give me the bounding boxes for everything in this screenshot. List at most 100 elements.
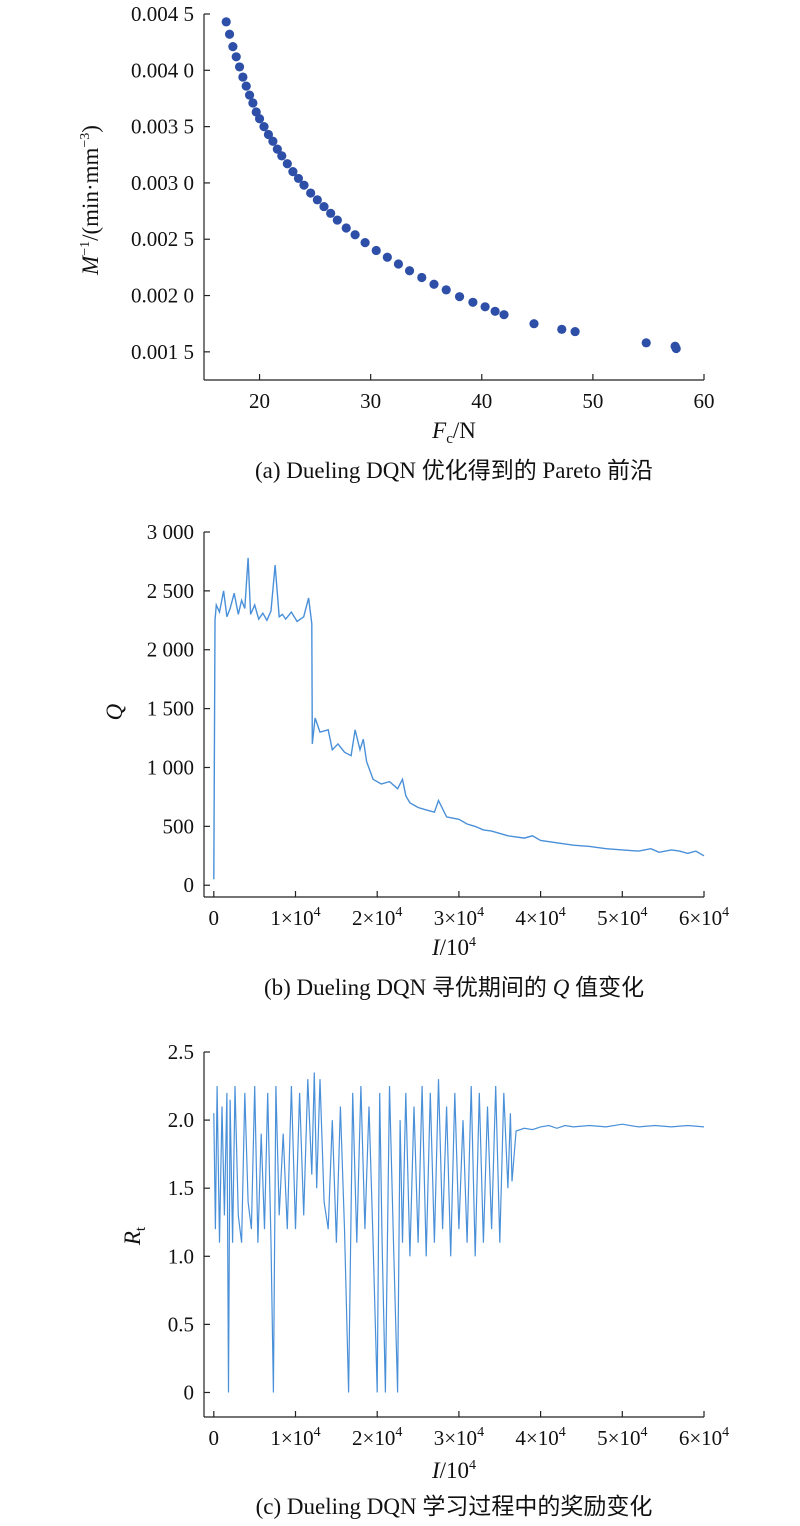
panel-b-series-line (213, 557, 705, 880)
panel-c-y-tick-label: 2.5 (168, 1040, 194, 1064)
panel-a-y-tick-label: 0.003 0 (131, 171, 194, 195)
panel-a-point (268, 136, 278, 146)
panel-a-point (529, 319, 539, 329)
panel-b-x-tick-label: 1×104 (270, 905, 320, 930)
panel-a-point (228, 42, 238, 52)
panel-b-y-tick-label: 2 000 (147, 638, 194, 662)
panel-a-point (293, 173, 304, 184)
panel-b-caption: (b) Dueling DQN 寻优期间的 Q 值变化 (264, 975, 644, 1000)
panel-b-y-tick-label: 0 (184, 873, 195, 897)
panel-a-point (224, 29, 235, 39)
panel-c-caption: (c) Dueling DQN 学习过程中的奖励变化 (256, 1494, 653, 1519)
panel-b-x-tick-label: 6×104 (679, 905, 729, 930)
panel-a-point (332, 215, 342, 225)
panel-a-x-ticks: 20 30 40 50 60 (249, 374, 715, 413)
panel-c-x-tick-label: 1×104 (270, 1425, 320, 1450)
panel-a-point (480, 302, 490, 312)
panel-c-x-tick-label: 4×104 (515, 1425, 565, 1450)
panel-a-point (241, 81, 251, 91)
panel-a-y-label: M−1/(min·mm−3) (78, 125, 103, 276)
panel-a-caption: (a) Dueling DQN 优化得到的 Pareto 前沿 (255, 458, 653, 483)
panel-a-y-tick-label: 0.003 5 (131, 115, 194, 139)
panel-a: 20 30 40 50 60 0.001 50.002 00.002 50.003 00… (78, 2, 715, 483)
panel-c-y-tick-label: 1.0 (168, 1244, 194, 1268)
panel-a-y-tick-label: 0.002 5 (131, 227, 194, 251)
panel-c-x-ticks: 0 1×104 2×104 3×104 4×104 5×104 6×104 (209, 1411, 729, 1450)
panel-a-point (341, 223, 351, 233)
panel-a-y-ticks: 0.001 5 0.002 0 0.002 5 0.003 0 0.003 5 0.004… (131, 2, 210, 364)
panel-a-points (221, 17, 681, 354)
panel-c-x-tick-label: 0 (209, 1426, 220, 1450)
panel-c-y-label: Rt (120, 1226, 149, 1246)
panel-a-point (306, 188, 316, 198)
panel-a-point (277, 151, 287, 161)
panel-b-y-label: Q (102, 703, 127, 720)
panel-b-x-label: I/104 (431, 935, 476, 960)
panel-b-x-tick-label: 4×104 (515, 905, 565, 930)
panel-a-point (490, 306, 500, 316)
panel-a-point (393, 259, 404, 269)
panel-a-point (221, 17, 231, 27)
panel-a-point (244, 90, 255, 100)
panel-a-point (417, 272, 427, 283)
panel-a-point (272, 144, 282, 154)
panel-a-point (263, 129, 274, 140)
panel-a-y-tick-label: 0.002 0 (131, 284, 194, 308)
panel-b-x-ticks: 0 1×104 2×104 3×104 4×104 5×104 6×104 (209, 891, 729, 930)
panel-b-y-tick-label: 1 500 (147, 697, 194, 721)
panel-c-x-tick-label: 3×104 (434, 1425, 484, 1450)
panel-a-point (299, 180, 309, 190)
panel-a-point (468, 297, 478, 307)
panel-a-point (231, 52, 241, 62)
panel-a-point (234, 62, 245, 72)
panel-b-y-tick-label: 2 500 (147, 579, 194, 603)
panel-a-x-tick-label: 30 (360, 389, 381, 413)
panel-a-point (454, 292, 465, 302)
panel-a-x-tick-label: 50 (582, 389, 603, 413)
panel-a-point (254, 114, 265, 124)
panel-a-point (641, 338, 651, 348)
panel-b-y-tick-label: 1 000 (147, 755, 194, 779)
panel-a-x-label: Fc/N (431, 418, 476, 447)
panel-c-y-tick-label: 0.5 (168, 1312, 194, 1336)
panel-a-point (259, 122, 269, 132)
panel-a-point (499, 310, 509, 320)
panel-a-point (282, 159, 292, 169)
panel-a-point (288, 167, 298, 177)
panel-a-x-tick-label: 60 (694, 389, 715, 413)
panel-a-point (404, 266, 415, 276)
panel-a-point (312, 195, 322, 205)
panel-c-x-label: I/104 (431, 1458, 476, 1483)
panel-a-point (326, 208, 336, 218)
panel-b-x-tick-label: 2×104 (352, 905, 402, 930)
panel-a-y-tick-label: 0.004 0 (131, 58, 194, 82)
panel-c-x-tick-label: 5×104 (597, 1425, 647, 1450)
panel-a-point (238, 72, 248, 82)
panel-c-x-tick-label: 6×104 (679, 1425, 729, 1450)
panel-c-y-tick-label: 2.0 (168, 1108, 194, 1132)
panel-a-x-tick-label: 20 (249, 389, 270, 413)
panel-a-point (319, 201, 329, 212)
panel-a-point (671, 343, 681, 354)
panel-c-x-tick-label: 2×104 (352, 1425, 402, 1450)
panel-a-y-tick-label: 0.001 5 (131, 340, 194, 364)
panel-a-point (371, 245, 381, 256)
panel-c-y-tick-label: 0 (184, 1380, 195, 1404)
panel-a-x-tick-label: 40 (471, 389, 492, 413)
panel-b: 0 1×104 2×104 3×104 4×104 5×104 6×104 0 500 1 00… (102, 520, 729, 1000)
panel-c-y-ticks: 0 0.5 1.0 1.5 2.0 2.5 (168, 1040, 210, 1404)
panel-a-point (382, 252, 392, 262)
panel-c-series-line (213, 1072, 705, 1393)
panel-c: 0 1×104 2×104 3×104 4×104 5×104 6×104 0 0.5 1.0 1… (120, 1040, 729, 1519)
panel-a-point (350, 230, 360, 240)
panel-a-point (441, 285, 451, 295)
panel-a-point (557, 324, 567, 334)
panel-a-point (248, 98, 258, 108)
panel-b-y-ticks: 0 500 1 000 1 500 2 000 2 500 3 000 (147, 520, 210, 897)
panel-b-x-tick-label: 0 (209, 906, 220, 930)
panel-a-point (360, 238, 370, 248)
panel-c-y-tick-label: 1.5 (168, 1176, 194, 1200)
panel-a-point (429, 279, 439, 289)
panel-b-y-tick-label: 500 (163, 814, 195, 838)
